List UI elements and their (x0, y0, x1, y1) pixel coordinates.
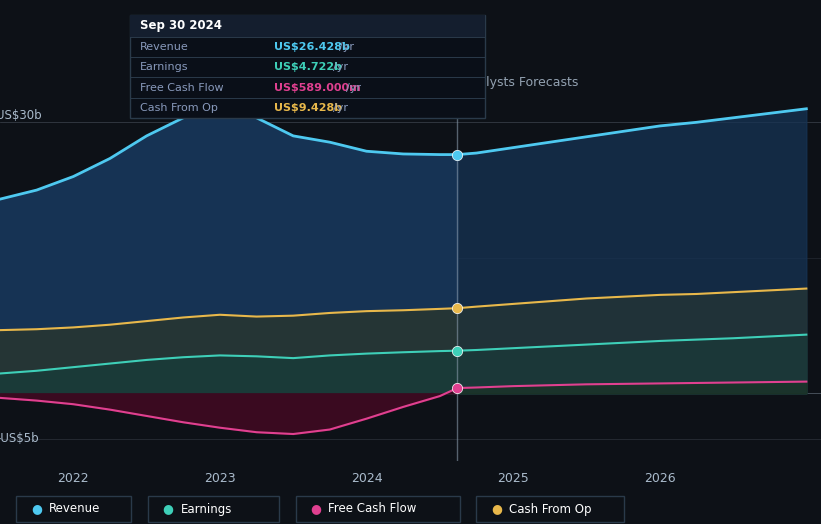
Text: Sep 30 2024: Sep 30 2024 (140, 19, 222, 32)
Text: Cash From Op: Cash From Op (140, 103, 218, 113)
Text: /yr: /yr (346, 83, 360, 93)
Text: Cash From Op: Cash From Op (509, 503, 591, 516)
Text: US$9.428b: US$9.428b (273, 103, 342, 113)
Text: /yr: /yr (333, 103, 348, 113)
Text: Past: Past (427, 76, 453, 89)
Text: Earnings: Earnings (181, 503, 232, 516)
Text: US$4.722b: US$4.722b (273, 62, 342, 72)
Text: ●: ● (31, 503, 42, 516)
Text: US$30b: US$30b (0, 110, 42, 122)
Point (451, 384, 464, 392)
Text: ●: ● (163, 503, 173, 516)
Text: Revenue: Revenue (140, 42, 189, 52)
Text: US$589.000m: US$589.000m (273, 83, 360, 93)
Text: ●: ● (491, 503, 502, 516)
Text: Free Cash Flow: Free Cash Flow (328, 503, 417, 516)
Text: Free Cash Flow: Free Cash Flow (140, 83, 223, 93)
Text: /yr: /yr (333, 62, 348, 72)
Point (451, 304, 464, 312)
Text: -US$5b: -US$5b (0, 432, 39, 445)
Text: Earnings: Earnings (140, 62, 188, 72)
Text: Revenue: Revenue (49, 503, 101, 516)
Text: US$26.428b: US$26.428b (273, 42, 350, 52)
Text: ●: ● (310, 503, 321, 516)
Text: US$0: US$0 (0, 387, 26, 400)
Text: Analysts Forecasts: Analysts Forecasts (461, 76, 578, 89)
Text: /yr: /yr (339, 42, 355, 52)
Point (451, 150, 464, 159)
Point (451, 346, 464, 355)
